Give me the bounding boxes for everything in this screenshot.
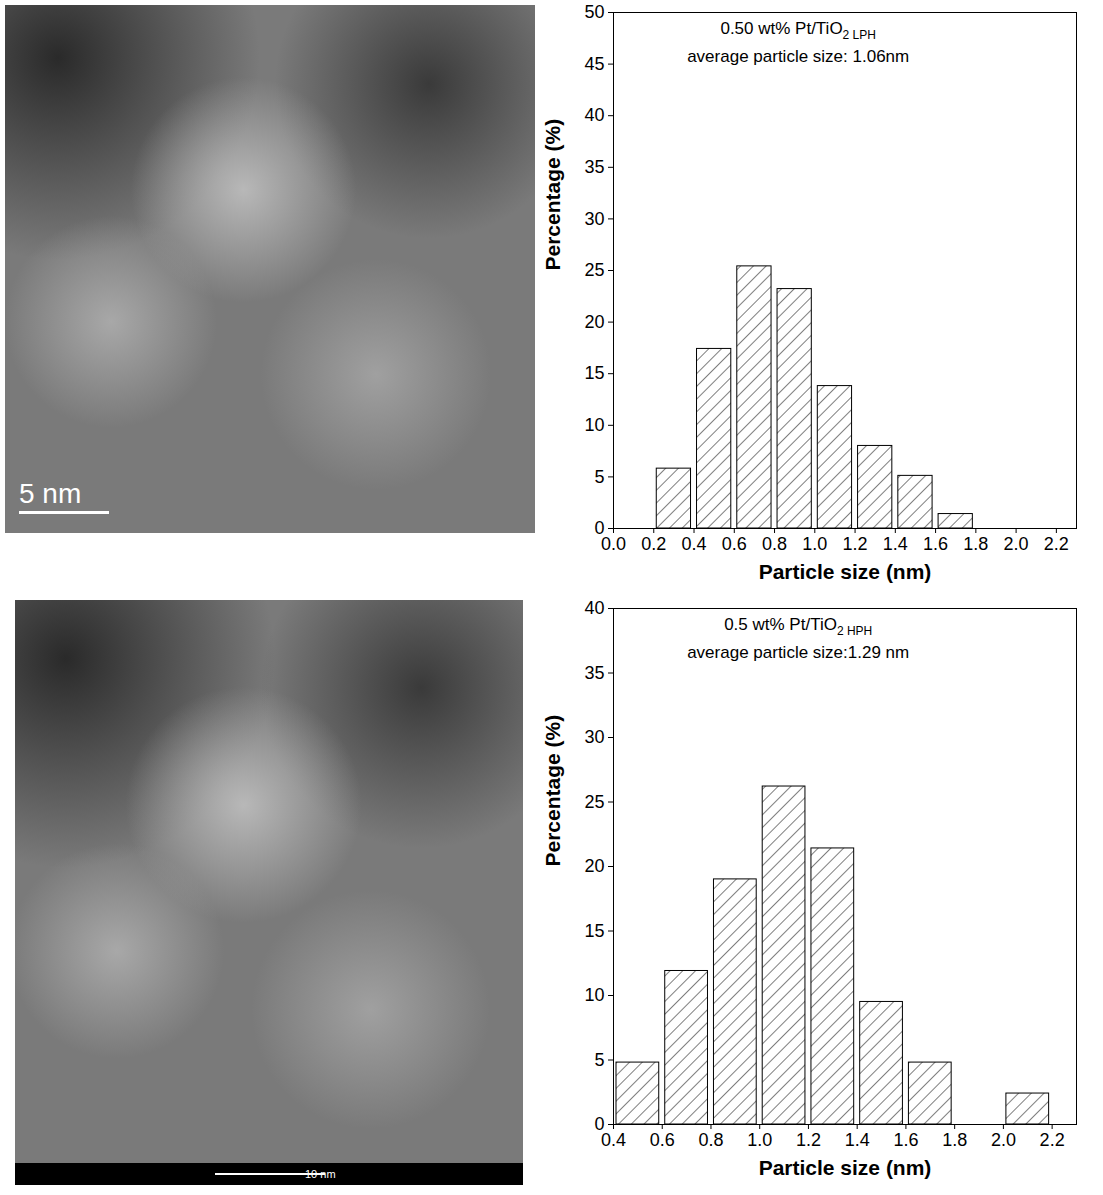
svg-text:1.2: 1.2 [796, 1130, 821, 1150]
svg-text:2.2: 2.2 [1044, 534, 1069, 554]
svg-text:1.6: 1.6 [923, 534, 948, 554]
svg-text:average particle size: 1.06nm: average particle size: 1.06nm [687, 47, 909, 66]
svg-text:1.0: 1.0 [802, 534, 827, 554]
svg-text:1.0: 1.0 [747, 1130, 772, 1150]
svg-text:0: 0 [594, 1114, 604, 1134]
svg-text:25: 25 [584, 792, 604, 812]
svg-text:15: 15 [584, 363, 604, 383]
svg-text:Percentage (%): Percentage (%) [541, 119, 564, 271]
svg-text:0.6: 0.6 [650, 1130, 675, 1150]
svg-text:10: 10 [584, 415, 604, 435]
svg-text:10: 10 [584, 985, 604, 1005]
svg-text:5 nm: 5 nm [19, 478, 81, 509]
svg-text:5: 5 [594, 467, 604, 487]
svg-text:2.0: 2.0 [991, 1130, 1016, 1150]
svg-text:1.6: 1.6 [893, 1130, 918, 1150]
svg-text:20: 20 [584, 856, 604, 876]
svg-text:30: 30 [584, 209, 604, 229]
svg-text:0.50 wt% Pt/TiO2 LPH: 0.50 wt% Pt/TiO2 LPH [720, 19, 876, 42]
svg-text:Particle size (nm): Particle size (nm) [759, 1156, 932, 1179]
svg-text:1.8: 1.8 [963, 534, 988, 554]
svg-text:1.2: 1.2 [843, 534, 868, 554]
svg-text:0.5 wt% Pt/TiO2 HPH: 0.5 wt% Pt/TiO2 HPH [724, 615, 872, 638]
svg-text:15: 15 [584, 921, 604, 941]
svg-text:20: 20 [584, 312, 604, 332]
svg-text:30: 30 [584, 727, 604, 747]
svg-text:25: 25 [584, 260, 604, 280]
svg-text:0.0: 0.0 [601, 534, 626, 554]
svg-text:45: 45 [584, 54, 604, 74]
svg-text:average particle size:1.29 nm: average particle size:1.29 nm [687, 643, 909, 662]
svg-text:0.6: 0.6 [722, 534, 747, 554]
svg-text:Particle size (nm): Particle size (nm) [759, 560, 932, 583]
svg-text:0.2: 0.2 [641, 534, 666, 554]
svg-text:10 nm: 10 nm [305, 1168, 336, 1180]
svg-text:40: 40 [584, 598, 604, 618]
svg-text:Percentage (%): Percentage (%) [541, 715, 564, 867]
svg-text:0.8: 0.8 [762, 534, 787, 554]
svg-text:35: 35 [584, 663, 604, 683]
svg-text:1.4: 1.4 [883, 534, 908, 554]
svg-text:50: 50 [584, 2, 604, 22]
svg-text:0: 0 [594, 518, 604, 538]
svg-text:1.4: 1.4 [845, 1130, 870, 1150]
svg-text:0.4: 0.4 [682, 534, 707, 554]
svg-text:1.8: 1.8 [942, 1130, 967, 1150]
svg-text:2.2: 2.2 [1040, 1130, 1065, 1150]
svg-text:40: 40 [584, 105, 604, 125]
svg-text:2.0: 2.0 [1004, 534, 1029, 554]
svg-text:0.4: 0.4 [601, 1130, 626, 1150]
svg-text:0.8: 0.8 [698, 1130, 723, 1150]
svg-text:35: 35 [584, 157, 604, 177]
svg-text:5: 5 [594, 1050, 604, 1070]
